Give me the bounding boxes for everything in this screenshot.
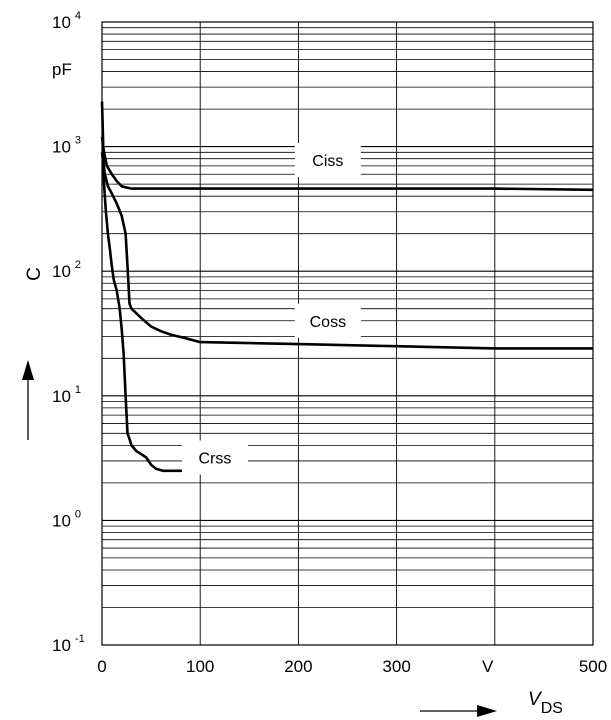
series-labels: Ciss Coss Crss xyxy=(181,143,361,475)
x-tick-label: 100 xyxy=(186,657,214,676)
x-axis-arrow-icon xyxy=(420,705,497,717)
y-tick-base: 10 xyxy=(52,262,71,281)
series-label-box-crss xyxy=(181,440,248,475)
y-tick-label: 10 3 xyxy=(52,135,81,157)
series-line-crss xyxy=(100,101,201,473)
x-axis-label-sub: DS xyxy=(541,700,563,717)
x-tick-label: 200 xyxy=(284,657,312,676)
x-axis-label: VDS xyxy=(528,689,563,717)
y-tick-exponent: 4 xyxy=(75,10,81,22)
y-tick-label: 10 1 xyxy=(52,384,81,406)
y-tick-base: 10 xyxy=(52,387,71,406)
x-axis-label-main: V xyxy=(528,689,543,710)
y-tick-base: 10 xyxy=(52,511,71,530)
series-label-coss: Coss xyxy=(310,314,346,331)
y-tick-label: 10 4 xyxy=(52,10,81,32)
y-tick-label: 10 0 xyxy=(52,508,81,530)
y-tick-exponent: 1 xyxy=(75,384,81,396)
y-axis-arrow-icon xyxy=(22,360,34,440)
y-tick-exponent: 3 xyxy=(75,135,81,147)
series-label-ciss: Ciss xyxy=(312,153,343,170)
y-axis-label: C xyxy=(24,267,45,281)
y-tick-base: 10 xyxy=(52,138,71,157)
x-unit-label: V xyxy=(482,657,494,676)
series-line-ciss xyxy=(100,136,594,192)
y-tick-exponent: 2 xyxy=(75,259,81,271)
x-tick-label: 0 xyxy=(97,657,106,676)
y-unit-label: pF xyxy=(52,60,72,79)
series-line-coss xyxy=(100,152,593,350)
y-tick-base: 10 xyxy=(52,13,71,32)
x-tick-label: 500 xyxy=(579,657,607,676)
y-tick-exponent: 0 xyxy=(75,508,81,520)
series-label-box-ciss xyxy=(294,143,361,178)
y-tick-base: 10 xyxy=(52,636,71,655)
y-tick-exponent: -1 xyxy=(75,633,85,645)
series-label-box-coss xyxy=(294,303,361,338)
y-tick-label: 10 -1 xyxy=(52,633,85,655)
series-label-crss: Crss xyxy=(198,450,231,467)
series-curves xyxy=(100,101,594,473)
x-tick-label: 300 xyxy=(382,657,410,676)
y-tick-label: 10 2 xyxy=(52,259,81,281)
plot-frame xyxy=(101,21,594,646)
